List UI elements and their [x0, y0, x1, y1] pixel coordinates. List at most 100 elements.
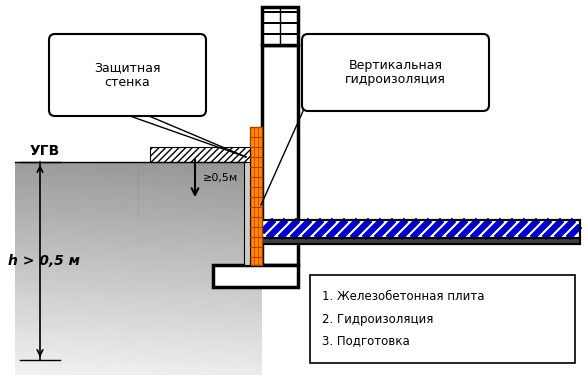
Bar [139, 162, 147, 375]
Bar [24, 162, 32, 375]
Text: УГВ: УГВ [30, 144, 60, 158]
Bar [15, 353, 262, 357]
Bar [262, 7, 298, 45]
Bar [15, 307, 262, 311]
Bar [15, 318, 262, 322]
Bar [310, 275, 575, 363]
Bar [15, 321, 262, 325]
Bar [15, 279, 262, 283]
Bar [15, 208, 262, 212]
Bar [244, 152, 250, 265]
Bar [15, 229, 262, 233]
Bar [48, 162, 56, 375]
Bar [15, 328, 262, 332]
Bar [15, 272, 262, 276]
Bar [150, 147, 250, 162]
Bar [15, 162, 262, 165]
Bar [15, 293, 262, 297]
Bar [205, 162, 213, 375]
Bar [15, 183, 262, 187]
Bar [15, 165, 262, 169]
Bar [15, 172, 262, 176]
Bar [89, 162, 98, 375]
Bar [15, 289, 262, 293]
Bar [15, 232, 262, 237]
Bar [188, 162, 196, 375]
Bar [262, 220, 580, 238]
Bar [40, 162, 48, 375]
Bar [56, 162, 65, 375]
Bar [15, 350, 262, 354]
Bar [15, 247, 262, 251]
Bar [147, 162, 155, 375]
Bar [15, 339, 262, 343]
Bar [73, 162, 81, 375]
Bar [15, 346, 262, 350]
Bar [122, 162, 131, 375]
Text: Защитная
стенка: Защитная стенка [94, 61, 161, 89]
Bar [15, 336, 262, 339]
Bar [262, 13, 298, 22]
FancyBboxPatch shape [49, 34, 206, 116]
Bar [15, 300, 262, 304]
Bar [15, 194, 262, 198]
Bar [213, 162, 221, 375]
Bar [15, 275, 262, 279]
Bar [262, 220, 580, 238]
Bar [15, 179, 262, 183]
Bar [15, 225, 262, 230]
Bar [221, 162, 229, 375]
Bar [15, 296, 262, 300]
Bar [15, 357, 262, 361]
Bar [196, 162, 205, 375]
Bar [254, 162, 262, 375]
Bar [15, 218, 262, 222]
Text: h > 0,5 м: h > 0,5 м [8, 254, 80, 268]
Bar [262, 238, 580, 244]
Bar [15, 257, 262, 261]
Bar [15, 364, 262, 368]
Bar [250, 127, 262, 265]
Bar [15, 169, 262, 172]
Bar [262, 7, 298, 11]
Text: 1. Железобетонная плита: 1. Железобетонная плита [322, 291, 485, 303]
Text: Вертикальная
гидроизоляция: Вертикальная гидроизоляция [345, 58, 446, 87]
Bar [15, 236, 262, 240]
Bar [15, 360, 262, 364]
Bar [15, 240, 262, 244]
Bar [15, 190, 262, 194]
Bar [15, 264, 262, 268]
Bar [15, 215, 262, 219]
Bar [262, 24, 298, 33]
Bar [15, 204, 262, 208]
Bar [81, 162, 89, 375]
Bar [262, 45, 298, 265]
Bar [15, 222, 262, 226]
Bar [15, 342, 262, 346]
Bar [15, 186, 262, 190]
Bar [163, 162, 172, 375]
Bar [15, 371, 262, 375]
Text: 2. Гидроизоляция: 2. Гидроизоляция [322, 312, 433, 326]
Bar [15, 332, 262, 336]
Bar [15, 211, 262, 215]
Bar [32, 162, 40, 375]
Bar [15, 197, 262, 201]
Bar [262, 35, 298, 44]
Bar [262, 7, 298, 45]
Bar [155, 162, 163, 375]
Bar [238, 162, 246, 375]
Bar [15, 268, 262, 272]
FancyBboxPatch shape [302, 34, 489, 111]
Bar [15, 254, 262, 258]
Bar [15, 325, 262, 329]
Text: 3. Подготовка: 3. Подготовка [322, 334, 410, 348]
Bar [15, 176, 262, 180]
Bar [15, 286, 262, 290]
Bar [106, 162, 114, 375]
Bar [131, 162, 139, 375]
Bar [246, 162, 254, 375]
Bar [15, 310, 262, 315]
Bar [98, 162, 106, 375]
Text: ≥0,5м: ≥0,5м [203, 174, 238, 183]
